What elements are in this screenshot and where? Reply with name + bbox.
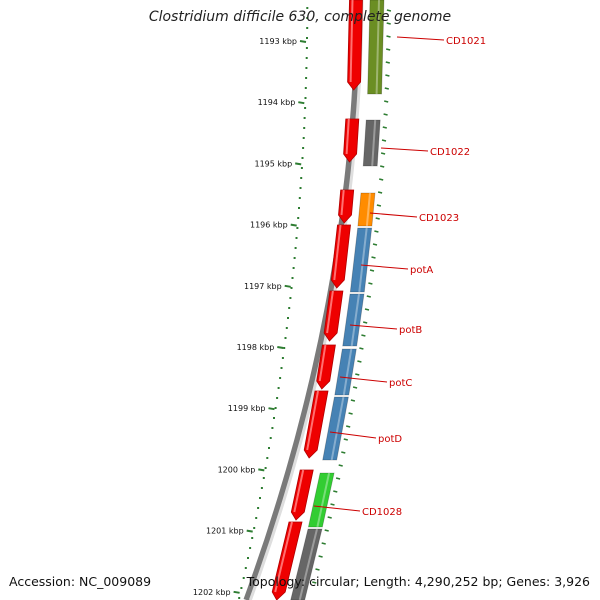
reverse-gene-arrow: [343, 118, 360, 163]
label-leader-line: [380, 147, 429, 152]
scale-tick: [295, 162, 302, 166]
scale-tick-label: 1200 kbp: [218, 465, 256, 474]
label-leader-line: [360, 264, 409, 270]
label-leader-line: [339, 376, 388, 383]
reverse-gene-arrow: [316, 344, 336, 390]
gene-label: potD: [378, 434, 402, 445]
reverse-gene-arrow: [290, 469, 314, 521]
scale-tick-label: 1198 kbp: [237, 343, 275, 352]
gene-label: potC: [389, 378, 412, 389]
forward-gene-block: [334, 348, 357, 396]
forward-gene-block: [362, 119, 381, 167]
scale-tick: [277, 346, 284, 349]
scale-tick-label: 1193 kbp: [259, 37, 297, 46]
gene-label: potA: [410, 265, 433, 276]
scale-tick-label: 1196 kbp: [250, 221, 288, 230]
label-leader-line: [349, 324, 398, 330]
label-leader-line: [369, 212, 418, 218]
label-leader-line: [396, 36, 445, 41]
label-leader-line: [313, 505, 361, 512]
accession-text: Accession: NC_009089: [9, 574, 152, 589]
label-leader-line: [329, 431, 377, 439]
scale-tick: [284, 284, 291, 288]
scale-tick-label: 1201 kbp: [206, 527, 244, 536]
scale-tick: [268, 407, 275, 411]
reverse-gene-arrow: [338, 189, 355, 224]
reverse-strand-track: [271, 0, 363, 600]
scale-tick: [290, 223, 297, 227]
scale-tick-label: 1194 kbp: [258, 98, 296, 107]
forward-gene-block: [342, 293, 365, 347]
forward-gene-block: [357, 192, 376, 227]
scale-tick: [233, 590, 240, 594]
forward-gene-block: [322, 396, 349, 461]
forward-gene-block: [367, 0, 385, 95]
gene-label: CD1021: [446, 36, 486, 47]
reverse-gene-arrow: [303, 390, 329, 459]
scale-ticks: 1193 kbp 1194 kbp 1195 kbp 1196 kbp 1197 kbp…: [193, 37, 307, 597]
forward-strand-track: [290, 0, 385, 600]
gene-label: CD1022: [430, 147, 470, 158]
gene-label: potB: [399, 325, 422, 336]
gene-labels: CD1021 CD1022 CD1023 potA potB potC potD CD1028: [313, 36, 486, 518]
genome-title: Clostridium difficile 630, complete geno…: [148, 9, 452, 25]
scale-tick-label: 1197 kbp: [244, 282, 282, 291]
inner-ticks: [312, 9, 392, 584]
scale-tick-label: 1199 kbp: [228, 404, 266, 413]
scale-dotted-ring: [238, 7, 309, 599]
genome-summary-text: Topology: circular; Length: 4,290,252 bp…: [246, 574, 590, 589]
forward-gene-block: [349, 227, 373, 293]
scale-tick: [258, 468, 265, 472]
gene-label: CD1023: [419, 213, 459, 224]
reverse-gene-arrow: [271, 521, 303, 600]
scale-tick: [246, 529, 253, 533]
scale-tick: [299, 40, 307, 43]
scale-tick-label: 1202 kbp: [193, 588, 231, 597]
forward-gene-block: [307, 472, 335, 528]
forward-gene-block: [290, 528, 323, 600]
scale-tick: [298, 101, 305, 105]
scale-tick-label: 1195 kbp: [254, 159, 292, 168]
reverse-gene-arrow: [323, 290, 344, 342]
gene-label: CD1028: [362, 507, 402, 518]
